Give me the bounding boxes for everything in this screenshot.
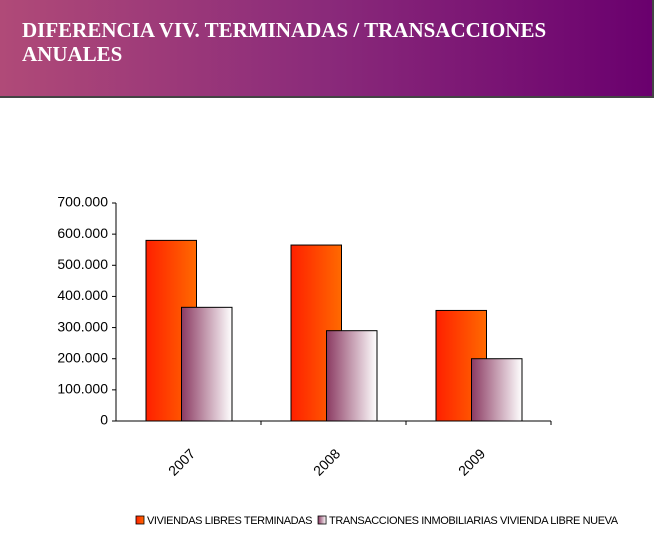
legend-label: TRANSACCIONES INMOBILIARIAS VIVIENDA LIB…	[329, 515, 619, 527]
y-tick-label: 700.000	[57, 194, 108, 210]
y-tick-label: 300.000	[57, 318, 108, 334]
bar	[471, 358, 523, 422]
x-tick-label: 2009	[455, 445, 488, 478]
x-tick-label: 2007	[165, 445, 198, 478]
y-tick-label: 600.000	[57, 225, 108, 241]
x-tick-label: 2008	[310, 445, 343, 478]
y-tick-label: 200.000	[57, 349, 108, 365]
title-banner: DIFERENCIA VIV. TERMINADAS / TRANSACCION…	[0, 0, 654, 98]
legend-swatch	[135, 515, 145, 525]
chart-title: DIFERENCIA VIV. TERMINADAS / TRANSACCION…	[22, 18, 547, 66]
y-tick-label: 100.000	[57, 381, 108, 397]
y-tick-label: 0	[100, 412, 108, 428]
bar	[326, 330, 378, 422]
bar	[181, 306, 233, 422]
legend-label: VIVIENDAS LIBRES TERMINADAS	[147, 515, 312, 527]
y-tick-label: 500.000	[57, 256, 108, 272]
y-tick-label: 400.000	[57, 287, 108, 303]
legend-swatch	[317, 515, 327, 525]
